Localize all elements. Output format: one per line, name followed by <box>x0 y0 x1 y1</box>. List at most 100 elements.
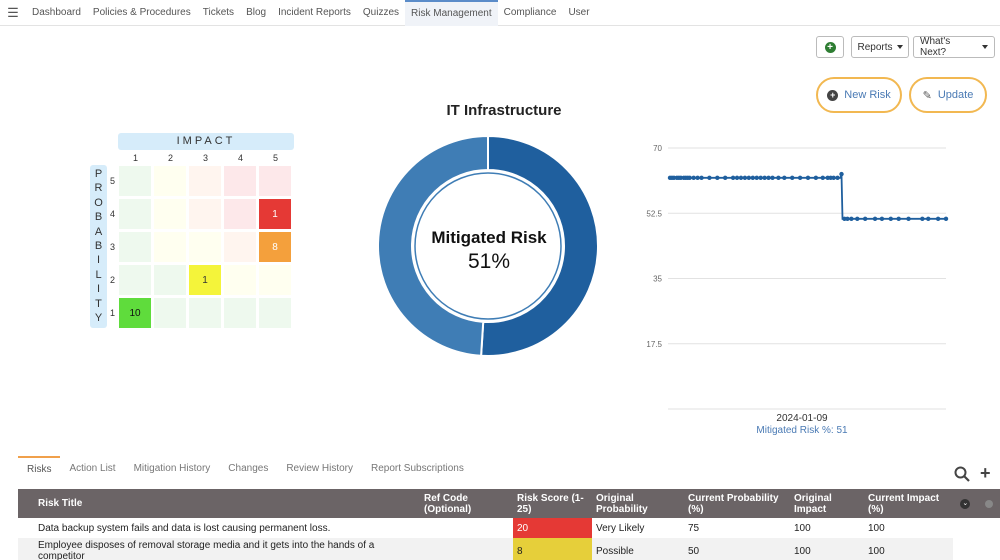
line-point[interactable] <box>667 175 673 181</box>
nav-item-policies-procedures[interactable]: Policies & Procedures <box>92 6 191 18</box>
line-point[interactable] <box>839 171 844 177</box>
line-point[interactable] <box>845 216 850 222</box>
line-point[interactable] <box>782 175 787 181</box>
table-cell-orig-impact: 100 <box>790 538 864 560</box>
risk-table: Risk Title Ref Code (Optional) Risk Score … <box>18 489 953 560</box>
line-point[interactable] <box>685 175 690 181</box>
nav-item-risk-management[interactable]: Risk Management <box>405 0 498 26</box>
chevron-down-icon[interactable]: ⌄ <box>960 498 971 509</box>
column-header[interactable]: Original Impact <box>790 489 864 518</box>
nav-item-blog[interactable]: Blog <box>246 6 267 18</box>
line-point[interactable] <box>691 175 696 181</box>
line-point[interactable] <box>835 175 840 181</box>
line-point[interactable] <box>776 175 781 181</box>
line-point[interactable] <box>926 216 931 222</box>
column-toggle-icon[interactable] <box>984 499 993 508</box>
nav-item-compliance[interactable]: Compliance <box>503 6 557 18</box>
line-point[interactable] <box>746 175 752 181</box>
line-point[interactable] <box>742 175 748 181</box>
column-header[interactable]: Current Probability (%) <box>684 489 790 518</box>
line-point[interactable] <box>730 175 736 181</box>
line-point[interactable] <box>715 175 720 181</box>
line-point[interactable] <box>797 175 803 181</box>
line-point[interactable] <box>888 216 893 222</box>
line-point[interactable] <box>676 175 682 181</box>
whats-next-dropdown[interactable]: What's Next? <box>913 36 995 58</box>
line-point[interactable] <box>681 175 686 181</box>
table-cell-ref <box>420 518 513 538</box>
line-point[interactable] <box>671 175 677 181</box>
line-point[interactable] <box>678 175 684 181</box>
reports-dropdown[interactable]: Reports <box>851 36 909 58</box>
line-point[interactable] <box>849 216 854 222</box>
donut-center-value: 51% <box>467 250 511 273</box>
line-point[interactable] <box>699 175 704 181</box>
nav-item-dashboard[interactable]: Dashboard <box>32 6 81 18</box>
add-button[interactable]: + <box>816 36 844 58</box>
tab-risks[interactable]: Risks <box>18 456 61 482</box>
column-header[interactable]: Current Impact (%) <box>864 489 953 518</box>
heatmap-cell[interactable]: 8 <box>258 231 292 263</box>
table-row[interactable]: Employee disposes of removal storage med… <box>18 538 953 560</box>
column-header[interactable]: Ref Code (Optional) <box>420 489 513 518</box>
line-point[interactable] <box>723 175 728 181</box>
tab-action-list[interactable]: Action List <box>69 463 116 474</box>
line-point[interactable] <box>770 175 775 181</box>
donut-chart-title: IT Infrastructure <box>446 102 562 119</box>
table-cell-orig-impact: 100 <box>794 522 811 534</box>
line-point[interactable] <box>920 216 925 222</box>
line-point[interactable] <box>872 216 878 222</box>
line-point[interactable] <box>734 175 740 181</box>
line-point[interactable] <box>669 175 675 181</box>
line-point[interactable] <box>750 175 755 181</box>
probability-row-label: 3 <box>110 242 116 252</box>
line-point[interactable] <box>707 175 712 181</box>
column-header[interactable]: Risk Score (1-25) <box>513 489 592 518</box>
line-point[interactable] <box>805 175 811 181</box>
nav-item-user[interactable]: User <box>568 6 590 18</box>
heatmap-cell[interactable]: 1 <box>258 198 292 230</box>
line-point[interactable] <box>896 216 901 222</box>
line-point[interactable] <box>790 175 795 181</box>
search-icon[interactable] <box>954 466 970 487</box>
impact-header: IMPACT <box>118 133 294 150</box>
heatmap-cell[interactable]: 10 <box>118 297 152 329</box>
line-point[interactable] <box>738 175 744 181</box>
tab-report-subscriptions[interactable]: Report Subscriptions <box>371 463 464 474</box>
probability-row-label: 4 <box>110 209 116 219</box>
tab-review-history[interactable]: Review History <box>286 463 354 474</box>
line-point[interactable] <box>862 216 868 222</box>
line-point[interactable] <box>813 175 819 181</box>
nav-item-tickets[interactable]: Tickets <box>202 6 235 18</box>
hamburger-menu-icon[interactable]: ☰ <box>7 4 19 20</box>
line-point[interactable] <box>935 216 941 222</box>
heatmap-cell[interactable]: 1 <box>188 264 222 296</box>
line-point[interactable] <box>674 175 680 181</box>
line-point[interactable] <box>855 216 860 222</box>
line-point[interactable] <box>758 175 763 181</box>
line-point[interactable] <box>683 175 688 181</box>
tab-changes[interactable]: Changes <box>228 463 269 474</box>
line-point[interactable] <box>762 175 767 181</box>
line-point[interactable] <box>695 175 700 181</box>
line-point[interactable] <box>842 216 847 222</box>
update-button[interactable]: ✎ Update <box>909 77 987 113</box>
line-point[interactable] <box>766 175 771 181</box>
line-point[interactable] <box>754 175 759 181</box>
tab-mitigation-history[interactable]: Mitigation History <box>133 463 211 474</box>
column-header[interactable]: Risk Title <box>18 489 420 518</box>
line-point[interactable] <box>943 216 949 222</box>
new-risk-button[interactable]: + New Risk <box>816 77 902 113</box>
table-row[interactable]: Data backup system fails and data is los… <box>18 518 953 538</box>
line-point[interactable] <box>825 175 830 181</box>
add-icon[interactable]: + <box>980 463 991 483</box>
line-point[interactable] <box>906 216 911 222</box>
nav-item-incident-reports[interactable]: Incident Reports <box>278 6 351 18</box>
column-header[interactable]: Original Probability <box>592 489 684 518</box>
line-point[interactable] <box>831 175 836 181</box>
line-point[interactable] <box>820 175 825 181</box>
line-point[interactable] <box>879 216 885 222</box>
line-point[interactable] <box>828 175 833 181</box>
line-point[interactable] <box>687 175 692 181</box>
nav-item-quizzes[interactable]: Quizzes <box>362 6 400 18</box>
